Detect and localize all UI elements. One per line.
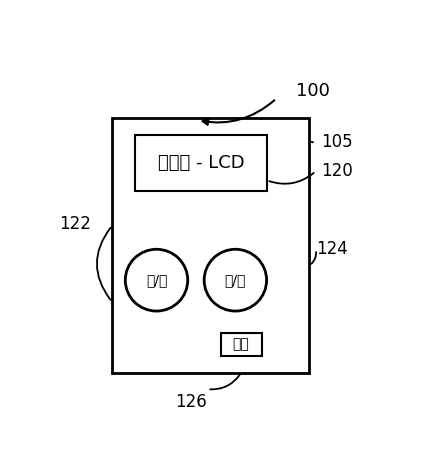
Text: 124: 124 bbox=[316, 240, 348, 258]
Text: 122: 122 bbox=[59, 215, 92, 233]
Text: 显示器 - LCD: 显示器 - LCD bbox=[158, 154, 244, 172]
Bar bbox=[135, 135, 267, 191]
Text: 120: 120 bbox=[321, 162, 353, 180]
Ellipse shape bbox=[126, 249, 188, 311]
Text: 126: 126 bbox=[175, 393, 207, 411]
Bar bbox=[112, 118, 310, 373]
Text: 开/关: 开/关 bbox=[146, 273, 167, 287]
Text: 光源: 光源 bbox=[233, 337, 249, 352]
Text: 105: 105 bbox=[321, 133, 352, 151]
Text: 启/停: 启/停 bbox=[225, 273, 246, 287]
Ellipse shape bbox=[204, 249, 267, 311]
Bar bbox=[220, 333, 262, 356]
Text: 100: 100 bbox=[296, 82, 330, 100]
